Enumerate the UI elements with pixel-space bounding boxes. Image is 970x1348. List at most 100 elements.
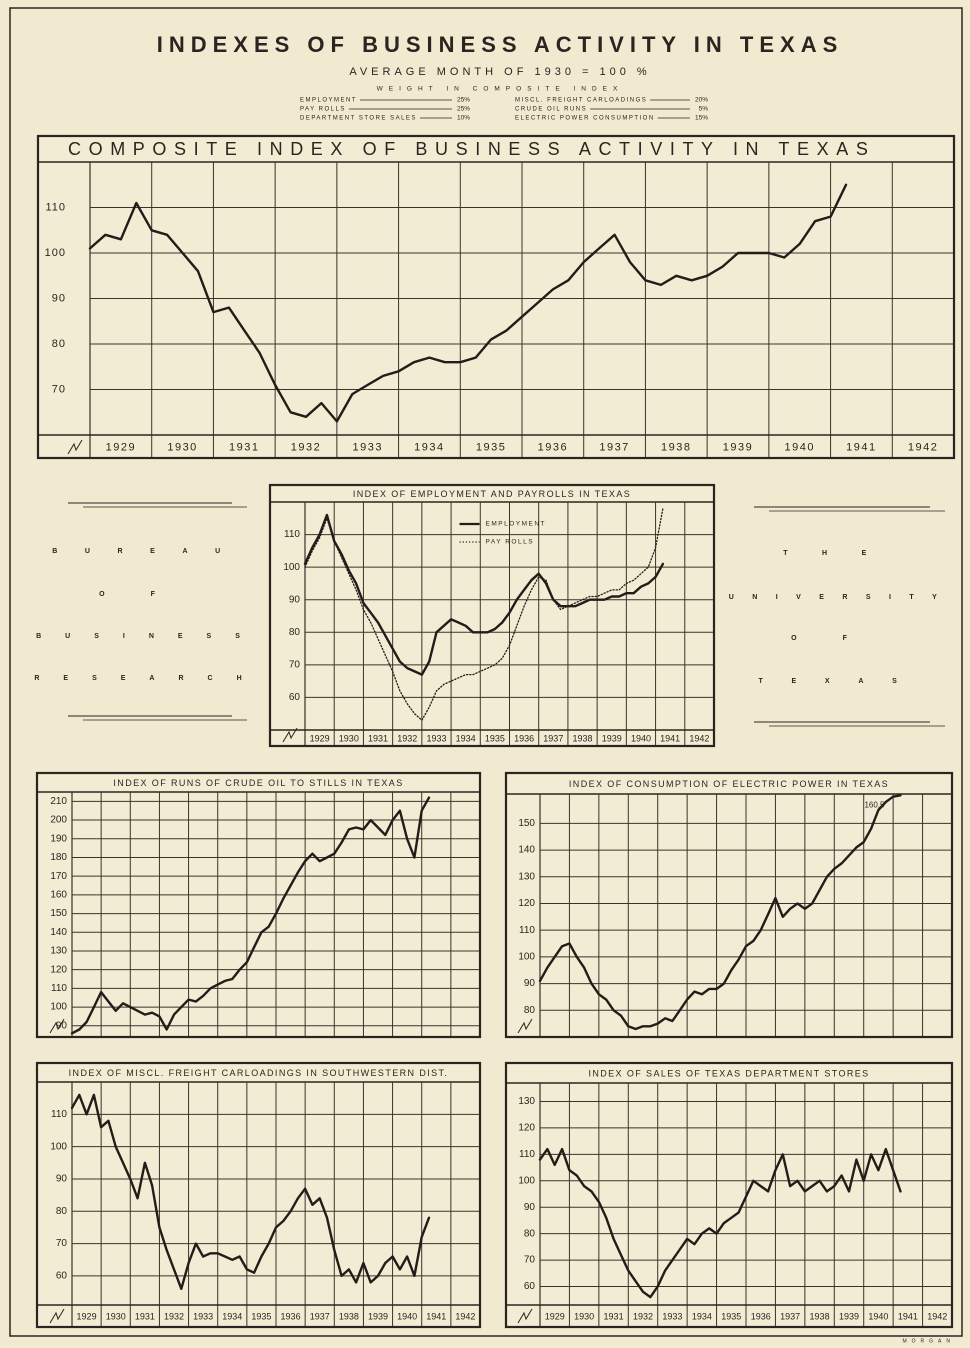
weights-heading: WEIGHT IN COMPOSITE INDEX — [377, 86, 624, 93]
y-tick-label: 70 — [524, 1255, 536, 1266]
scale-break — [67, 439, 83, 455]
x-tick-label: 1940 — [868, 1311, 888, 1321]
weight-value: 10% — [457, 115, 470, 122]
x-tick-label: 1931 — [135, 1311, 155, 1321]
side-word: TEXAS — [758, 678, 925, 685]
side-word: BUSINESS — [36, 633, 264, 640]
chart: INDEX OF EMPLOYMENT AND PAYROLLS IN TEXA… — [268, 483, 716, 748]
weight-name: EMPLOYMENT — [300, 98, 357, 104]
chart-background — [506, 773, 952, 1037]
chart-title: INDEX OF MISCL. FREIGHT CARLOADINGS IN S… — [69, 1068, 449, 1078]
chart: INDEX OF RUNS OF CRUDE OIL TO STILLS IN … — [35, 771, 482, 1039]
x-tick-label: 1932 — [164, 1311, 184, 1321]
x-tick-label: 1938 — [661, 441, 691, 453]
x-tick-label: 1939 — [839, 1311, 859, 1321]
y-tick-label: 80 — [52, 338, 66, 350]
y-tick-label: 90 — [52, 292, 66, 304]
scale-break — [49, 1308, 65, 1324]
chart: INDEX OF CONSUMPTION OF ELECTRIC POWER I… — [504, 771, 954, 1039]
scale-break — [49, 1018, 65, 1034]
y-tick-label: 130 — [518, 871, 535, 882]
x-tick-label: 1934 — [222, 1311, 242, 1321]
y-tick-label: 140 — [50, 927, 67, 938]
chart-frame — [35, 1061, 482, 1329]
x-tick-label: 1937 — [310, 1311, 330, 1321]
chart-title: INDEX OF CONSUMPTION OF ELECTRIC POWER I… — [569, 779, 889, 789]
y-tick-label: 150 — [50, 908, 67, 919]
y-tick-label: 60 — [289, 692, 301, 703]
x-tick-label: 1937 — [599, 441, 629, 453]
chart-frame — [35, 771, 482, 1039]
y-tick-label: 100 — [45, 247, 66, 259]
x-tick-label: 1929 — [545, 1311, 565, 1321]
side-texts: BUREAU OF BUSINESS RESEARCH THE UNIVERSITY OF T… — [34, 502, 955, 727]
chart: COMPOSITE INDEX OF BUSINESS ACTIVITY IN … — [36, 134, 956, 460]
y-tick-label: 120 — [518, 898, 535, 909]
x-tick-label: 1931 — [229, 441, 259, 453]
weight-value: 25% — [457, 106, 470, 113]
y-tick-label: 100 — [283, 562, 300, 573]
y-tick-label: 60 — [524, 1281, 536, 1292]
y-tick-label: 190 — [50, 833, 67, 844]
y-tick-label: 90 — [524, 978, 536, 989]
x-tick-label: 1934 — [692, 1311, 712, 1321]
y-tick-label: 90 — [56, 1174, 68, 1185]
chart-background — [37, 1063, 480, 1327]
chart-background — [270, 485, 714, 746]
x-tick-label: 1938 — [573, 733, 593, 743]
y-tick-label: 110 — [284, 529, 300, 540]
x-tick-label: 1930 — [167, 441, 197, 453]
x-tick-label: 1942 — [455, 1311, 475, 1321]
chart: INDEX OF MISCL. FREIGHT CARLOADINGS IN S… — [35, 1061, 482, 1329]
x-tick-label: 1933 — [352, 441, 382, 453]
data-line — [538, 794, 902, 1031]
data-line — [538, 1147, 902, 1299]
y-tick-label: 80 — [56, 1206, 68, 1217]
x-tick-label: 1936 — [538, 441, 568, 453]
x-tick-label: 1932 — [633, 1311, 653, 1321]
chart-frame — [268, 483, 716, 748]
x-tick-label: 1937 — [543, 733, 563, 743]
data-line — [304, 507, 664, 721]
y-tick-label: 100 — [518, 952, 535, 963]
x-tick-label: 1932 — [397, 733, 417, 743]
side-word: OF — [791, 635, 893, 642]
scale-break — [282, 727, 298, 743]
x-tick-label: 1940 — [631, 733, 651, 743]
weight-name: DEPARTMENT STORE SALES — [300, 116, 417, 122]
y-tick-label: 200 — [50, 815, 67, 826]
x-tick-label: 1938 — [339, 1311, 359, 1321]
side-word: THE — [783, 550, 901, 557]
y-tick-label: 110 — [51, 983, 67, 994]
weight-value: 25% — [457, 97, 470, 104]
x-tick-label: 1933 — [193, 1311, 213, 1321]
y-tick-label: 90 — [56, 1020, 68, 1031]
x-tick-label: 1941 — [660, 733, 680, 743]
data-line — [88, 183, 848, 423]
x-tick-label: 1942 — [908, 441, 938, 453]
x-tick-label: 1941 — [846, 441, 876, 453]
y-tick-label: 210 — [50, 796, 67, 807]
y-tick-label: 110 — [51, 1109, 67, 1120]
y-tick-label: 80 — [524, 1005, 536, 1016]
x-tick-label: 1935 — [476, 441, 506, 453]
chart-background — [38, 136, 954, 458]
x-tick-label: 1930 — [574, 1311, 594, 1321]
side-word: RESEARCH — [34, 675, 265, 682]
x-tick-label: 1930 — [106, 1311, 126, 1321]
x-tick-label: 1932 — [291, 441, 321, 453]
y-tick-label: 100 — [50, 1141, 67, 1152]
weight-name: MISCL. FREIGHT CARLOADINGS — [515, 98, 647, 104]
signature: MORGAN — [903, 1338, 956, 1344]
y-tick-label: 130 — [518, 1096, 535, 1107]
x-tick-label: 1933 — [426, 733, 446, 743]
legend-label: EMPLOYMENT — [486, 521, 547, 528]
y-tick-label: 110 — [519, 1149, 535, 1160]
side-word: UNIVERSITY — [729, 594, 955, 601]
weight-name: CRUDE OIL RUNS — [515, 107, 587, 113]
x-tick-label: 1941 — [426, 1311, 446, 1321]
x-tick-label: 1936 — [514, 733, 534, 743]
x-tick-label: 1937 — [780, 1311, 800, 1321]
chart-title: INDEX OF RUNS OF CRUDE OIL TO STILLS IN … — [113, 778, 403, 788]
